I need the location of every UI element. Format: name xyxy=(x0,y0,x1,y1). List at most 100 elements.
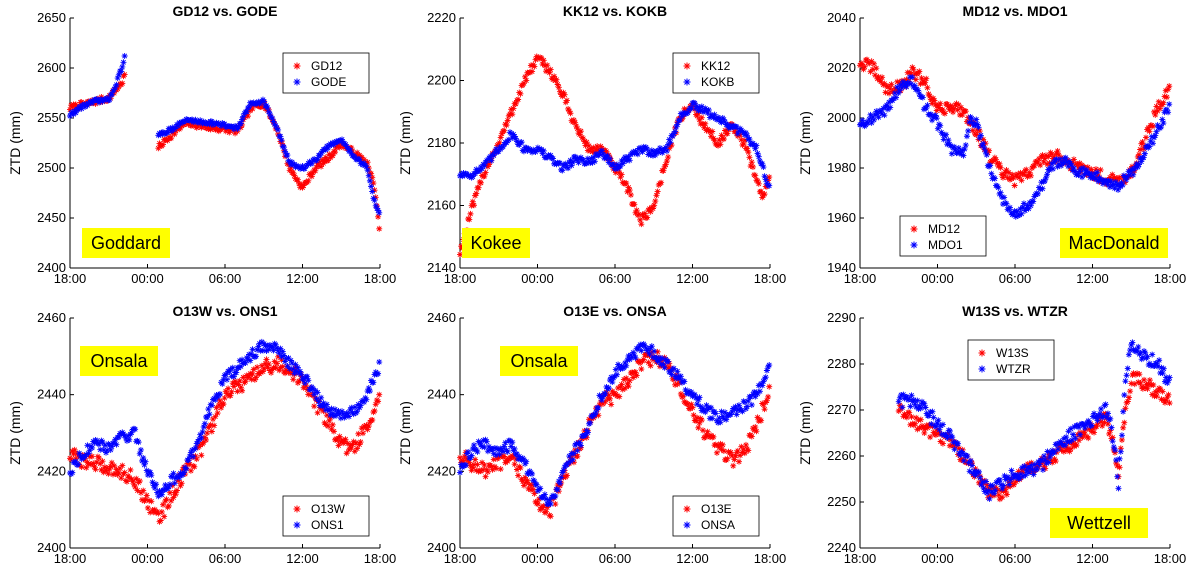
data-point xyxy=(608,374,615,381)
data-point xyxy=(717,419,724,426)
data-point xyxy=(1022,207,1029,214)
data-point xyxy=(617,174,624,181)
data-point xyxy=(936,104,943,111)
data-point xyxy=(981,488,988,495)
data-point xyxy=(894,78,901,85)
data-point xyxy=(711,137,718,144)
data-point xyxy=(1156,105,1163,112)
data-point xyxy=(250,99,257,106)
data-point xyxy=(538,55,545,62)
data-point xyxy=(620,376,627,383)
data-point xyxy=(1106,174,1113,181)
data-point xyxy=(996,160,1003,167)
data-point xyxy=(107,463,114,470)
data-point xyxy=(364,167,371,174)
data-point xyxy=(1127,347,1134,354)
y-tick-label: 2290 xyxy=(827,310,856,325)
data-point xyxy=(639,211,646,218)
data-point xyxy=(106,466,113,473)
data-point xyxy=(1145,124,1152,131)
data-point xyxy=(312,167,319,174)
data-point xyxy=(107,446,114,453)
data-point xyxy=(339,437,346,444)
data-point xyxy=(362,394,369,401)
data-point xyxy=(200,424,207,431)
data-point xyxy=(335,442,342,449)
x-tick-label: 18:00 xyxy=(1154,551,1187,566)
data-point xyxy=(1111,185,1118,192)
data-point xyxy=(1165,377,1172,384)
data-point xyxy=(568,162,575,169)
data-point xyxy=(573,157,580,164)
data-point xyxy=(1056,156,1063,163)
data-point xyxy=(570,459,577,466)
data-point xyxy=(1130,171,1137,178)
data-point xyxy=(84,442,91,449)
site-label-text: Onsala xyxy=(510,351,568,371)
data-point xyxy=(646,205,653,212)
data-point xyxy=(175,477,182,484)
data-point xyxy=(912,76,919,83)
data-point xyxy=(161,513,168,520)
data-point xyxy=(186,453,193,460)
data-point xyxy=(1112,178,1119,185)
data-point xyxy=(287,164,294,171)
data-point xyxy=(136,478,143,485)
data-point xyxy=(560,89,567,96)
data-point xyxy=(1013,208,1020,215)
data-point xyxy=(119,80,126,87)
data-point xyxy=(720,415,727,422)
data-point xyxy=(698,114,705,121)
data-point xyxy=(688,388,695,395)
data-point xyxy=(103,467,110,474)
data-point xyxy=(170,470,177,477)
y-tick-label: 2420 xyxy=(427,463,456,478)
x-tick-label: 18:00 xyxy=(364,271,397,286)
data-point xyxy=(315,398,322,405)
data-point xyxy=(1094,420,1101,427)
data-point xyxy=(1071,423,1078,430)
data-point xyxy=(860,66,867,73)
y-axis-label: ZTD (mm) xyxy=(397,401,413,465)
data-point xyxy=(70,459,77,466)
data-point xyxy=(631,201,638,208)
data-point xyxy=(531,63,538,70)
data-point xyxy=(638,221,645,228)
data-point xyxy=(622,359,629,366)
data-point xyxy=(539,150,546,157)
data-point xyxy=(586,142,593,149)
data-point xyxy=(70,111,77,118)
data-point xyxy=(860,121,867,128)
data-point xyxy=(354,445,361,452)
data-point xyxy=(482,169,489,176)
data-point xyxy=(713,449,720,456)
data-point xyxy=(954,106,961,113)
data-point xyxy=(1146,128,1153,135)
data-point xyxy=(622,385,629,392)
data-point xyxy=(1070,431,1077,438)
data-point xyxy=(1142,134,1149,141)
data-point xyxy=(265,346,272,353)
data-point xyxy=(544,504,551,511)
data-point xyxy=(739,408,746,415)
data-point xyxy=(603,389,610,396)
y-tick-label: 1960 xyxy=(827,210,856,225)
data-point xyxy=(482,436,489,443)
data-point xyxy=(915,87,922,94)
data-point xyxy=(220,401,227,408)
data-point xyxy=(532,481,539,488)
data-point xyxy=(761,173,768,180)
data-point xyxy=(343,450,350,457)
data-point xyxy=(918,75,925,82)
data-point xyxy=(935,417,942,424)
data-point xyxy=(479,443,486,450)
data-point xyxy=(987,492,994,499)
data-point xyxy=(469,198,476,205)
data-point xyxy=(226,368,233,375)
data-point xyxy=(633,207,640,214)
data-point xyxy=(971,468,978,475)
data-point xyxy=(867,68,874,75)
data-point xyxy=(498,130,505,137)
data-point xyxy=(1075,172,1082,179)
data-point xyxy=(208,428,215,435)
